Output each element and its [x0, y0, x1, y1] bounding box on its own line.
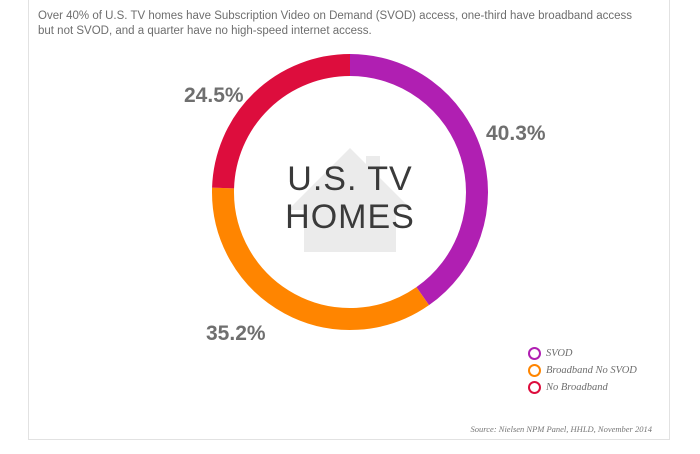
center-label: U.S. TV HOMES [250, 160, 450, 236]
legend-swatch-svod [528, 347, 541, 360]
slice-broadband-no-svod [212, 187, 429, 330]
legend-label-broadband-no-svod: Broadband No SVOD [546, 365, 637, 376]
slice-no-broadband [212, 54, 351, 189]
legend: SVOD Broadband No SVOD No Broadband [528, 345, 637, 396]
slice-svod [349, 54, 488, 306]
value-label-broadband-no-svod: 35.2% [206, 322, 266, 345]
value-label-no-broadband: 24.5% [184, 84, 244, 107]
center-label-line-1: U.S. TV [287, 160, 413, 198]
value-label-svod: 40.3% [486, 122, 546, 145]
legend-item-no-broadband: No Broadband [528, 379, 637, 396]
legend-label-no-broadband: No Broadband [546, 382, 608, 393]
legend-item-svod: SVOD [528, 345, 637, 362]
source-note: Source: Nielsen NPM Panel, HHLD, Novembe… [470, 424, 652, 434]
legend-label-svod: SVOD [546, 348, 573, 359]
legend-swatch-broadband-no-svod [528, 364, 541, 377]
center-label-line-2: HOMES [285, 198, 415, 236]
house-icon [288, 148, 412, 252]
chart-frame [28, 0, 670, 440]
legend-swatch-no-broadband [528, 381, 541, 394]
legend-item-broadband-no-svod: Broadband No SVOD [528, 362, 637, 379]
chart-subtitle: Over 40% of U.S. TV homes have Subscript… [38, 10, 633, 37]
